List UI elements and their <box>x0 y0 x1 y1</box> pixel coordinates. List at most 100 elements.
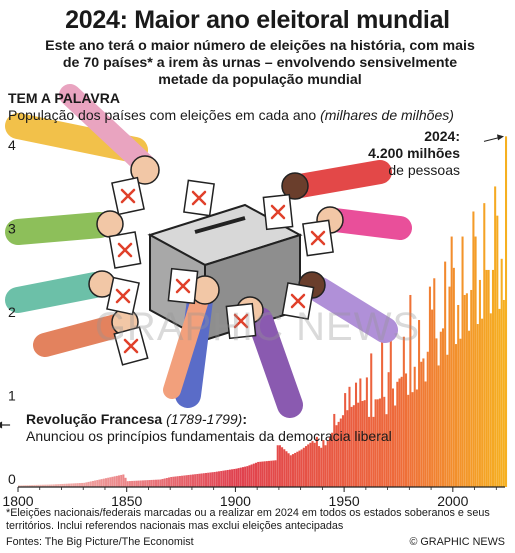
bar-2018 <box>491 269 495 487</box>
bar-1957 <box>359 378 362 487</box>
bar-2014 <box>483 203 486 488</box>
bar-1911 <box>259 461 262 487</box>
bar-2020 <box>496 215 499 488</box>
bar-1919 <box>276 445 279 487</box>
bar-1820 <box>61 483 64 487</box>
annotation-revolution-name: Revolução Francesa <box>26 411 163 427</box>
bar-1981 <box>411 392 414 487</box>
bar-1923 <box>285 451 288 487</box>
watermark-text: GRAPHIC NEWS <box>94 305 421 349</box>
bar-1891 <box>215 471 218 487</box>
bar-2013 <box>481 318 484 487</box>
bar-1934 <box>309 442 312 487</box>
chart-axes: 1800 1850 1900 1950 2000 0 1 2 3 4 <box>2 137 505 509</box>
annotation-french-revolution: Revolução Francesa (1789-1799): Anunciou… <box>8 411 392 445</box>
bar-2019 <box>494 186 497 487</box>
bar-1860 <box>148 480 151 487</box>
bar-1818 <box>57 484 60 487</box>
bar-1879 <box>189 474 192 487</box>
bar-1843 <box>111 476 114 487</box>
bar-1943 <box>328 436 331 487</box>
bar-2003 <box>459 338 462 487</box>
bar-1941 <box>324 445 327 487</box>
bar-1995 <box>441 328 445 487</box>
arm-peach <box>163 291 209 399</box>
bar-1967 <box>381 336 384 487</box>
footnote: *Eleições nacionais/federais marcadas ou… <box>6 507 490 532</box>
bar-1841 <box>107 477 110 487</box>
bar-1960 <box>365 377 368 487</box>
bar-1928 <box>296 451 299 487</box>
bar-1965 <box>376 399 379 487</box>
bar-1883 <box>198 473 201 487</box>
bar-1976 <box>400 376 403 487</box>
chart-description: População dos países com eleições em cad… <box>8 107 454 123</box>
bar-1878 <box>187 474 190 487</box>
bar-1927 <box>294 452 297 487</box>
bar-1888 <box>209 472 212 487</box>
bar-2007 <box>468 330 471 487</box>
page-title: 2024: Maior ano eleitoral mundial <box>65 6 450 34</box>
bar-1954 <box>352 405 355 487</box>
bar-1838 <box>100 479 103 487</box>
bar-1807 <box>33 484 36 487</box>
bar-1804 <box>26 485 29 487</box>
bar-1988 <box>426 351 429 487</box>
bar-1930 <box>300 449 303 487</box>
x-tick-label-2000: 2000 <box>437 493 468 509</box>
bar-1946 <box>335 425 338 487</box>
bar-1991 <box>433 278 436 487</box>
bar-2010 <box>474 236 477 487</box>
bar-1854 <box>135 480 138 487</box>
bar-1839 <box>102 478 105 487</box>
arm-pink <box>59 84 156 176</box>
ballot-mark-3 <box>270 204 286 220</box>
bar-1999 <box>450 236 453 487</box>
bar-1885 <box>202 473 205 487</box>
bar-1862 <box>152 479 155 487</box>
bar-1876 <box>183 475 186 487</box>
bar-1849 <box>124 477 127 487</box>
bar-1857 <box>141 480 144 487</box>
bar-1852 <box>131 480 134 487</box>
bar-1902 <box>239 467 242 487</box>
bar-1821 <box>63 483 66 487</box>
bar-1853 <box>133 480 136 487</box>
bar-1987 <box>424 381 427 487</box>
bar-1806 <box>31 484 34 487</box>
bar-1842 <box>109 477 112 487</box>
bar-2002 <box>457 304 460 487</box>
bar-1964 <box>374 399 377 487</box>
bar-1977 <box>402 336 405 487</box>
bar-2011 <box>476 324 479 487</box>
bar-series <box>18 136 508 488</box>
bar-1938 <box>318 446 321 487</box>
bar-1990 <box>431 309 434 487</box>
annotation-arrows <box>0 134 504 429</box>
bar-1956 <box>357 402 360 487</box>
x-tick-label-1950: 1950 <box>329 493 360 509</box>
bar-2008 <box>470 289 473 487</box>
bar-1939 <box>320 447 323 487</box>
bar-1903 <box>241 467 244 487</box>
bar-1942 <box>326 441 329 487</box>
bar-1884 <box>200 473 203 487</box>
arm-purple <box>247 307 303 418</box>
ballot-mark-2 <box>191 190 207 206</box>
hand-dark-1 <box>281 172 309 200</box>
annotation-revolution-period: (1789-1799) <box>166 411 243 427</box>
x-tick-label-1850: 1850 <box>111 493 142 509</box>
bar-1974 <box>396 381 399 487</box>
ballot-mark-9 <box>290 293 306 309</box>
bar-1810 <box>39 484 42 487</box>
bar-1959 <box>363 400 366 487</box>
bar-2000 <box>452 267 455 487</box>
bar-1918 <box>274 460 277 487</box>
bar-1899 <box>233 468 236 487</box>
chart-description-text: População dos países com eleições em cad… <box>8 107 317 123</box>
bar-1932 <box>304 446 308 487</box>
bar-2016 <box>487 269 490 487</box>
bar-1865 <box>159 479 162 487</box>
bar-1982 <box>413 366 416 487</box>
